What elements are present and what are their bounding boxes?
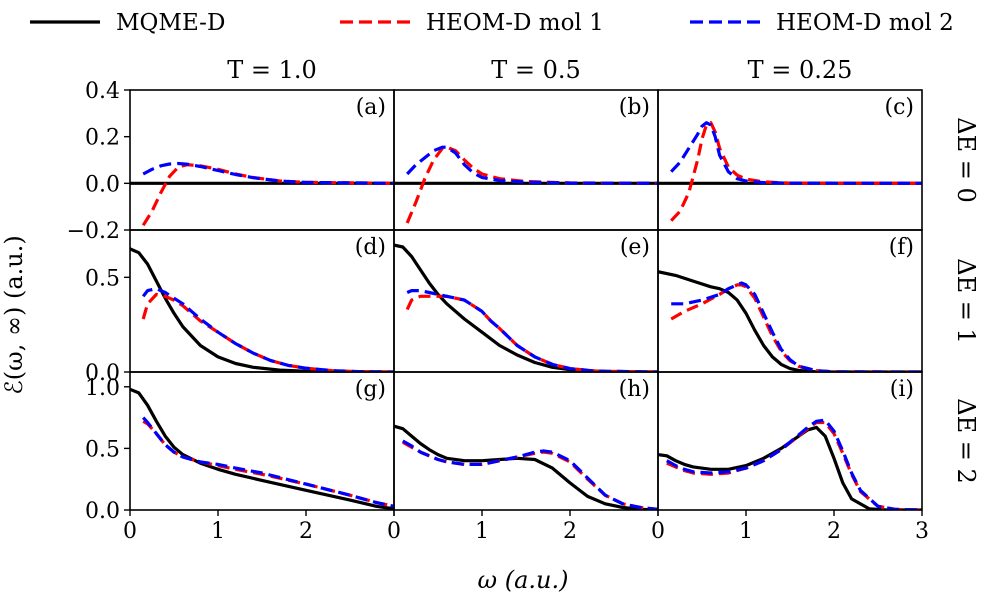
series-line-mqme-d	[658, 270, 922, 372]
x-tick-label: 0	[123, 519, 137, 544]
x-tick-label: 3	[915, 519, 929, 544]
panel-c: (c)	[657, 89, 923, 231]
series-line-heom-d-mol-1	[142, 419, 394, 508]
row-title-1: ΔE = 0	[952, 117, 980, 203]
series-line-heom-d-mol-2	[142, 161, 394, 185]
panel-e: (e)	[393, 229, 659, 373]
series-line-heom-d-mol-2	[141, 287, 394, 372]
series-line-mqme-d	[394, 243, 658, 372]
series-line-heom-d-mol-1	[670, 121, 922, 222]
x-tick-label: 2	[563, 519, 577, 544]
panel-frame	[657, 371, 923, 511]
x-tick-label: 1	[211, 519, 225, 544]
x-axis-label: ω (a.u.)	[478, 566, 569, 594]
y-tick-label: 0.4	[85, 79, 120, 104]
y-tick-label: −0.2	[67, 219, 120, 244]
y-tick-label: 0.5	[85, 437, 120, 462]
series-line-mqme-d	[658, 425, 922, 510]
row-titles: ΔE = 0 ΔE = 1 ΔE = 2	[952, 117, 980, 484]
panel-d: (d) 0.0 0.5	[85, 229, 395, 386]
panel-b: (b)	[393, 89, 659, 231]
panel-g: (g) 0.0 0.5 1.0 0 1 2	[85, 371, 395, 544]
panel-label: (h)	[619, 377, 650, 402]
series-line-heom-d-mol-2	[406, 145, 658, 185]
y-tick-label: 0.2	[85, 126, 120, 151]
series-line-heom-d-mol-2	[666, 418, 922, 510]
panel-label: (d)	[355, 235, 386, 260]
panel-label: (g)	[355, 377, 386, 402]
x-tick-label: 0	[387, 519, 401, 544]
panel-f: (f)	[657, 229, 923, 373]
series-line-heom-d-mol-2	[142, 416, 394, 508]
x-tick-label: 1	[475, 519, 489, 544]
panel-label: (b)	[619, 95, 650, 120]
panel-frame	[129, 89, 395, 231]
y-tick-label: 0.5	[85, 266, 120, 291]
legend-label-1: MQME-D	[116, 10, 225, 36]
column-title-1: T = 1.0	[227, 56, 317, 84]
column-title-3: T = 0.25	[748, 56, 853, 84]
x-tick-label: 2	[299, 519, 313, 544]
series-line-heom-d-mol-1	[405, 145, 658, 224]
series-line-mqme-d	[394, 424, 658, 510]
panel-label: (e)	[620, 235, 650, 260]
series-line-heom-d-mol-1	[666, 420, 922, 510]
series-line-heom-d-mol-2	[670, 121, 922, 185]
panel-label: (f)	[889, 235, 914, 260]
series-line-heom-d-mol-2	[406, 289, 658, 372]
x-tick-label: 1	[739, 519, 753, 544]
panel-a: (a) −0.2 0.0 0.2 0.4	[67, 79, 395, 244]
panel-label: (i)	[890, 377, 914, 402]
y-tick-label: 0.0	[85, 499, 120, 524]
x-tick-label: 0	[651, 519, 665, 544]
x-tick-label: 2	[827, 519, 841, 544]
legend-label-2: HEOM-D mol 1	[426, 10, 604, 36]
legend: MQME-D HEOM-D mol 1 HEOM-D mol 2	[30, 10, 954, 36]
row-title-3: ΔE = 2	[952, 398, 980, 484]
y-tick-label: 1.0	[85, 376, 120, 401]
series-line-heom-d-mol-1	[141, 163, 394, 227]
y-axis-label: ℰ(ω, ∞) (a.u.)	[0, 235, 28, 394]
legend-label-3: HEOM-D mol 2	[776, 10, 954, 36]
y-tick-label: 0.0	[85, 172, 120, 197]
series-line-heom-d-mol-2	[402, 439, 658, 510]
y-tick-label: 0.0	[85, 361, 120, 386]
series-line-heom-d-mol-2	[671, 281, 922, 372]
panel-i: (i) 0 1 2 3	[651, 371, 929, 544]
panel-label: (c)	[885, 95, 915, 120]
panel-h: (h) 0 1 2	[387, 371, 659, 544]
column-title-2: T = 0.5	[491, 56, 581, 84]
column-titles: T = 1.0 T = 0.5 T = 0.25	[227, 56, 852, 84]
series-line-mqme-d	[130, 247, 394, 372]
panels: (a) −0.2 0.0 0.2 0.4 (b) (c) (d) 0.0 0.5 (e) (f) (g)…	[67, 79, 929, 544]
row-title-2: ΔE = 1	[952, 258, 980, 344]
panel-label: (a)	[356, 95, 386, 120]
panel-frame	[657, 89, 923, 231]
